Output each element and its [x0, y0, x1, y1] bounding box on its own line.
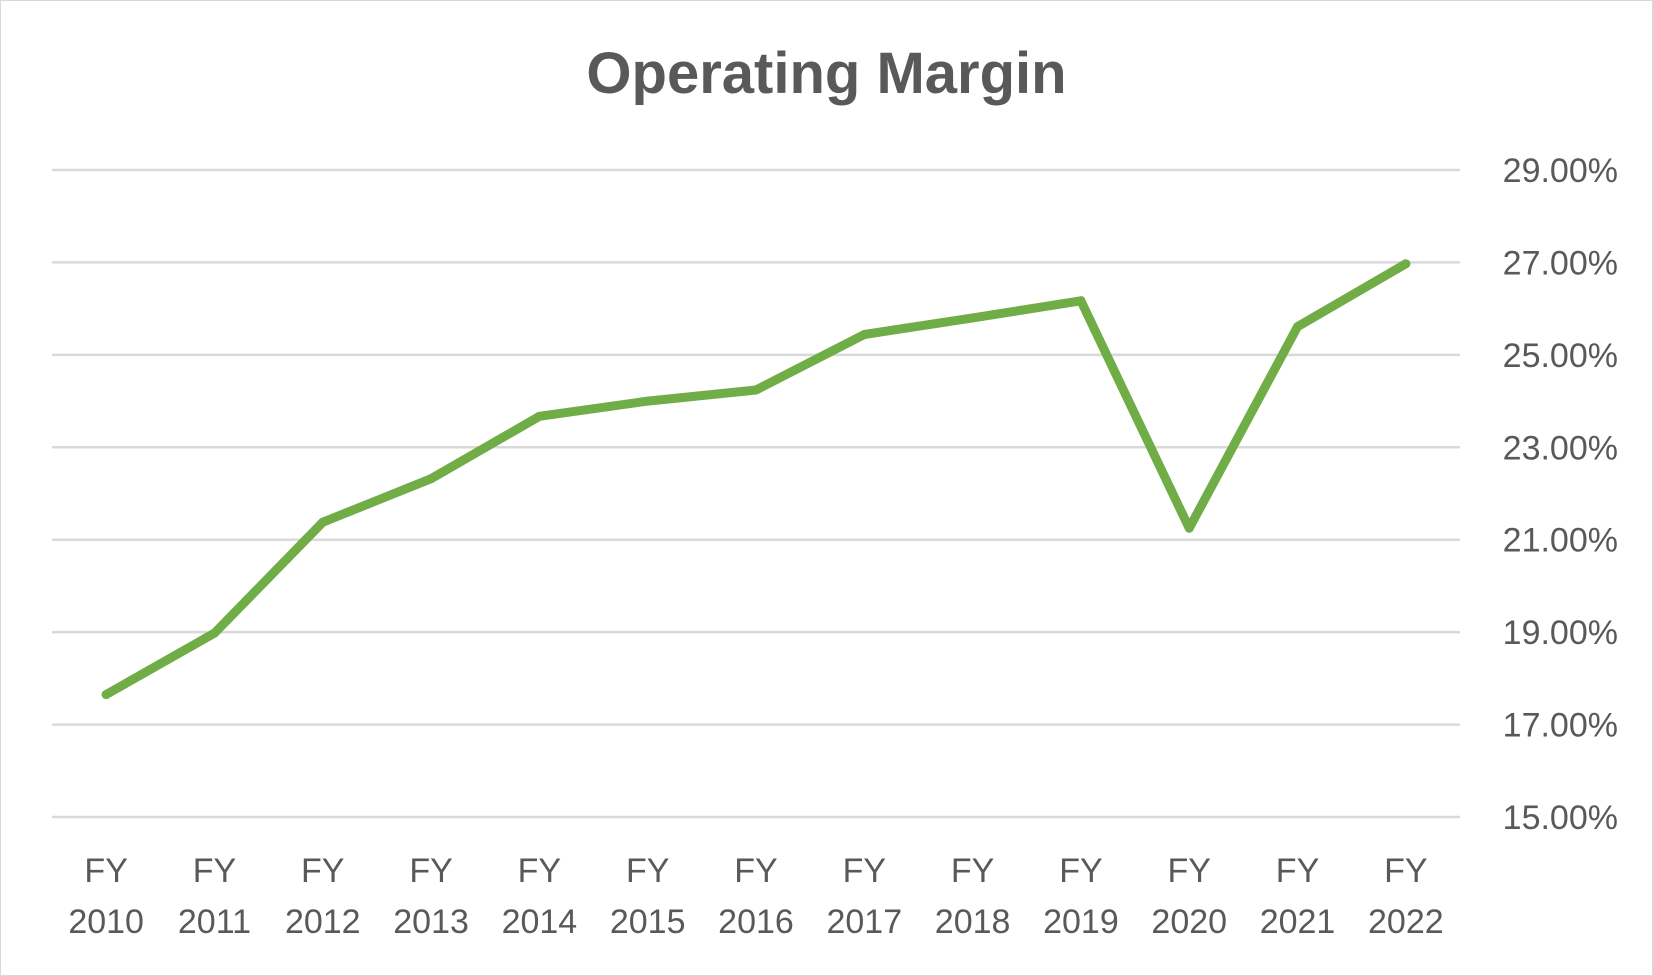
- y-tick-label: 27.00%: [1503, 244, 1618, 282]
- x-tick-label-line1: FY: [734, 852, 777, 890]
- x-tick-label-line1: FY: [193, 852, 236, 890]
- y-tick-label: 21.00%: [1503, 522, 1618, 560]
- x-tick-label: FY 2011: [178, 852, 251, 941]
- x-tick-label: FY 2020: [1151, 852, 1227, 941]
- x-tick-label: FY 2018: [935, 852, 1011, 941]
- x-tick-label-line1: FY: [843, 852, 886, 890]
- y-tick-label: 19.00%: [1503, 614, 1618, 652]
- y-tick-label: 29.00%: [1503, 152, 1618, 190]
- data-point: [318, 517, 328, 527]
- data-point: [426, 474, 436, 484]
- data-point: [1293, 322, 1303, 332]
- data-point: [209, 628, 219, 638]
- x-tick-label-line2: 2020: [1151, 903, 1227, 941]
- x-tick-label-line2: 2021: [1260, 903, 1336, 941]
- x-tick-label-line1: FY: [626, 852, 669, 890]
- data-point: [534, 411, 544, 421]
- x-tick-label-line2: 2018: [935, 903, 1011, 941]
- x-tick-label: FY 2019: [1043, 852, 1119, 941]
- x-tick-label: FY 2021: [1260, 852, 1336, 941]
- chart-title: Operating Margin: [586, 41, 1067, 106]
- x-tick-label-line1: FY: [1384, 852, 1427, 890]
- data-point: [859, 330, 869, 340]
- x-tick-label-line2: 2014: [502, 903, 578, 941]
- x-tick-label-line2: 2019: [1043, 903, 1119, 941]
- data-point: [968, 313, 978, 323]
- data-point: [643, 396, 653, 406]
- x-tick-label-line2: 2016: [718, 903, 794, 941]
- x-tick-label: FY 2014: [502, 852, 578, 941]
- x-tick-label-line1: FY: [1059, 852, 1102, 890]
- data-point: [1401, 259, 1411, 269]
- x-tick-label-line2: 2011: [178, 903, 251, 941]
- y-tick-label: 23.00%: [1503, 429, 1618, 467]
- x-tick-label: FY 2012: [285, 852, 361, 941]
- x-tick-label-line2: 2022: [1368, 903, 1444, 941]
- x-tick-label-line2: 2010: [68, 903, 144, 941]
- series-layer: [101, 259, 1411, 700]
- x-tick-label-line1: FY: [951, 852, 994, 890]
- gridlines: [52, 168, 1460, 819]
- x-tick-label: FY 2017: [826, 852, 902, 941]
- data-point: [751, 385, 761, 395]
- x-tick-label: FY 2013: [393, 852, 469, 941]
- data-point: [1184, 523, 1194, 533]
- x-tick-label-line2: 2015: [610, 903, 686, 941]
- x-tick-label-line2: 2012: [285, 903, 361, 941]
- y-axis-tick-labels: 15.00% 17.00% 19.00% 21.00% 23.00% 25.00% 27.0…: [1503, 152, 1618, 837]
- x-tick-label-line1: FY: [1276, 852, 1319, 890]
- x-tick-label-line1: FY: [84, 852, 127, 890]
- y-tick-label: 17.00%: [1503, 707, 1618, 745]
- y-tick-label: 15.00%: [1503, 799, 1618, 837]
- x-tick-label-line1: FY: [518, 852, 561, 890]
- x-tick-label-line1: FY: [301, 852, 344, 890]
- series-line: [101, 259, 1411, 699]
- x-tick-label: FY 2015: [610, 852, 686, 941]
- x-tick-label-line1: FY: [1168, 852, 1211, 890]
- y-tick-label: 25.00%: [1503, 337, 1618, 375]
- x-tick-label-line2: 2013: [393, 903, 469, 941]
- x-tick-label: FY 2016: [718, 852, 794, 941]
- x-tick-label: FY 2022: [1368, 852, 1444, 941]
- x-tick-label-line1: FY: [409, 852, 452, 890]
- data-point: [1076, 296, 1086, 306]
- x-tick-label-line2: 2017: [826, 903, 902, 941]
- x-tick-label: FY 2010: [68, 852, 144, 941]
- data-point: [101, 690, 111, 700]
- x-axis-tick-labels: FY 2010 FY 2011 FY 2012 FY 2013 FY 2014 FY 2015 FY 20…: [68, 852, 1443, 941]
